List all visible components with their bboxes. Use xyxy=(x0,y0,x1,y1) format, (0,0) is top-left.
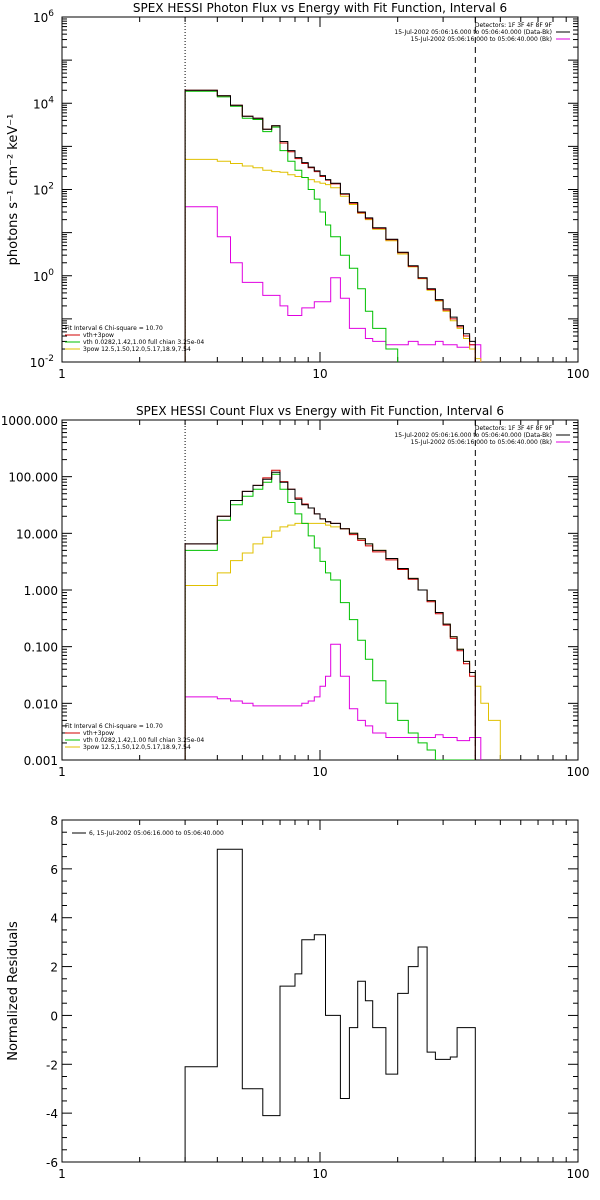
y-axis: -6 -4 -2 0 2 4 6 8 xyxy=(46,814,578,1170)
y-tick-label: 0.010 xyxy=(24,697,58,711)
x-axis: 1 10 100 xyxy=(58,420,589,779)
x-tick-label: 10 xyxy=(312,765,327,779)
series-vth-3pow xyxy=(184,469,476,760)
y-tick-label: 0.001 xyxy=(24,754,58,768)
legend-entry: 15-Jul-2002 05:06:16.000 to 05:06:40.000… xyxy=(411,439,552,446)
legend-bottom-left: Fit Interval 6 Chi-square = 10.70vth+3po… xyxy=(65,325,204,353)
legend-entry: 15-Jul-2002 05:06:16.000 to 05:06:40.000… xyxy=(411,36,552,43)
y-tick-label: 4 xyxy=(50,912,58,926)
x-tick-label: 1 xyxy=(58,1167,66,1181)
y-axis-label: photons s⁻¹ cm⁻² keV⁻¹ xyxy=(6,114,21,266)
y-tick-label: 100.000 xyxy=(8,471,58,485)
y-tick-label: -2 xyxy=(46,1058,58,1072)
y-tick-label: 1.000 xyxy=(24,584,58,598)
x-tick-label: 10 xyxy=(312,1167,327,1181)
legend-entry: 3pow 12.5,1.50,12.0,5.17,18.9,7.54 xyxy=(83,346,191,353)
legend-entry: Fit Interval 6 Chi-square = 10.70 xyxy=(65,723,163,730)
chart-title: SPEX HESSI Photon Flux vs Energy with Fi… xyxy=(133,1,507,15)
series-residuals xyxy=(184,848,476,1162)
y-axis-label: Normalized Residuals xyxy=(6,921,21,1061)
legend-entry: vth 0.0282,1.42,1.00 full chian 3.25e-04 xyxy=(83,737,204,744)
chart-3: 1 10 100 -6 -4 -2 0 2 4 6 8 Normalized Residuals 6, … xyxy=(6,814,589,1181)
y-tick-label: 1000.000 xyxy=(1,414,58,428)
y-axis: 10-2 100 102 104 106 xyxy=(30,9,578,370)
series-group xyxy=(184,469,501,760)
plot-frame xyxy=(61,419,579,761)
y-tick-label: 102 xyxy=(33,182,54,198)
series-group xyxy=(184,848,476,1162)
chart-title: SPEX HESSI Count Flux vs Energy with Fit… xyxy=(136,404,504,418)
chart-2: SPEX HESSI Count Flux vs Energy with Fit… xyxy=(1,404,590,779)
y-tick-label: -6 xyxy=(46,1156,58,1170)
y-tick-label: -4 xyxy=(46,1107,58,1121)
legend-entry: 6, 15-Jul-2002 05:06:16.000 to 05:06:40.… xyxy=(89,830,224,837)
series-group xyxy=(184,89,501,362)
y-tick-label: 10.000 xyxy=(16,527,58,541)
y-tick-label: 2 xyxy=(50,961,58,975)
x-axis: 1 10 100 xyxy=(58,820,589,1181)
y-axis: 0.001 0.010 0.100 1.000 10.000 100.000 1000.00… xyxy=(1,414,578,768)
series-bk xyxy=(184,206,482,362)
y-tick-label: 8 xyxy=(50,814,58,828)
legend-entry: vth+3pow xyxy=(83,730,114,737)
y-tick-label: 106 xyxy=(33,9,54,25)
series-bk xyxy=(184,643,482,760)
legend-entry: Detectors: 1F 3F 4F 8F 9F xyxy=(475,22,553,29)
legend-entry: 3pow 12.5,1.50,12.0,5.17,18.9,7.54 xyxy=(83,744,191,751)
legend-entry: vth+3pow xyxy=(83,332,114,339)
y-tick-label: 104 xyxy=(33,95,54,111)
legend-entry: Fit Interval 6 Chi-square = 10.70 xyxy=(65,325,163,332)
series-vth xyxy=(184,90,476,362)
x-tick-label: 100 xyxy=(567,1167,590,1181)
y-tick-label: 6 xyxy=(50,863,58,877)
legend-top-left: 6, 15-Jul-2002 05:06:16.000 to 05:06:40.… xyxy=(72,830,224,837)
x-tick-label: 1 xyxy=(58,765,66,779)
x-tick-label: 100 xyxy=(567,367,590,381)
series-3pow xyxy=(184,158,501,362)
series-3pow xyxy=(184,522,501,760)
y-tick-label: 10-2 xyxy=(30,354,54,370)
series-vth xyxy=(184,473,476,760)
y-tick-label: 0.100 xyxy=(24,641,58,655)
x-tick-label: 10 xyxy=(312,367,327,381)
series-data-bk xyxy=(184,471,476,760)
plot-frame xyxy=(61,16,579,363)
chart-1: SPEX HESSI Photon Flux vs Energy with Fi… xyxy=(6,1,589,381)
series-data-bk xyxy=(184,89,476,362)
legend-bottom-left: Fit Interval 6 Chi-square = 10.70vth+3po… xyxy=(65,723,204,751)
y-tick-label: 0 xyxy=(50,1009,58,1023)
legend-entry: 15-Jul-2002 05:06:16.000 to 05:06:40.000… xyxy=(394,29,552,36)
legend-entry: vth 0.0282,1.42,1.00 full chian 3.25e-04 xyxy=(83,339,204,346)
plot-frame xyxy=(61,819,579,1163)
y-tick-label: 100 xyxy=(33,268,54,284)
legend-entry: 15-Jul-2002 05:06:16.000 to 05:06:40.000… xyxy=(394,432,552,439)
legend-entry: Detectors: 1F 3F 4F 8F 9F xyxy=(475,425,553,432)
x-tick-label: 1 xyxy=(58,367,66,381)
x-tick-label: 100 xyxy=(567,765,590,779)
